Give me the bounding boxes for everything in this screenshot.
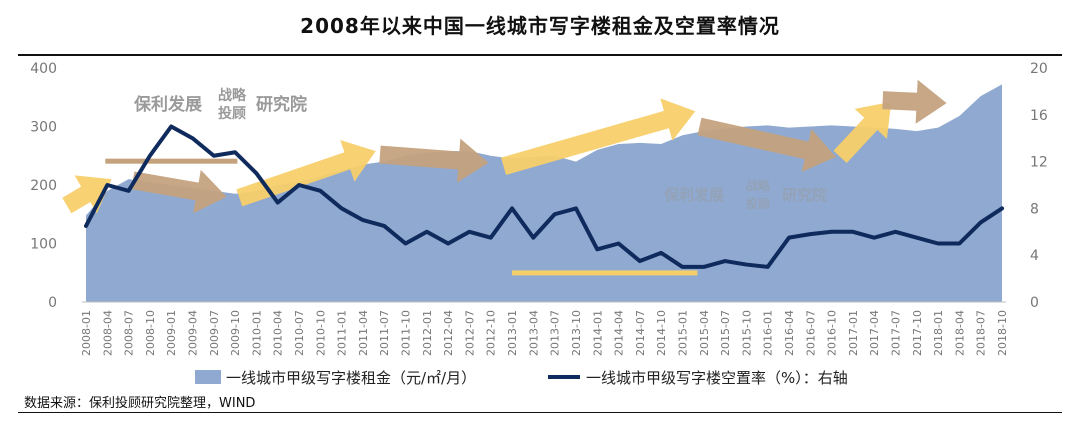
x-tick-label: 2012-10 [485, 310, 498, 356]
vacancy-line-layer [84, 124, 1004, 269]
x-tick-label: 2008-04 [101, 310, 114, 356]
watermark-part: 研究院 [782, 186, 827, 204]
legend-label-rent: 一线城市甲级写字楼租金（元/㎡/月） [226, 369, 476, 387]
trend-arrows-layer [62, 79, 947, 276]
trend-arrow [697, 117, 836, 172]
x-tick-label: 2013-01 [506, 310, 519, 356]
axes-layer: 0 100 200 300 400 0 4 8 12 16 20 2008-01 2008-04 2008… [30, 61, 1048, 356]
x-tick-label: 2014-04 [613, 310, 626, 356]
trend-arrow [882, 79, 947, 124]
y-left-tick-label: 200 [30, 178, 57, 194]
y-right-tick-label: 12 [1030, 155, 1048, 171]
trend-arrow [379, 138, 489, 183]
x-tick-label: 2018-04 [953, 310, 966, 356]
x-tick-label: 2015-04 [698, 310, 711, 356]
flat-bar [105, 158, 238, 164]
x-tick-label: 2011-07 [378, 310, 391, 356]
x-tick-label: 2011-01 [336, 310, 349, 356]
x-tick-label: 2010-10 [314, 310, 327, 356]
x-tick-label: 2009-04 [187, 310, 200, 356]
x-tick-label: 2013-04 [527, 310, 540, 356]
x-tick-label: 2017-01 [847, 310, 860, 356]
x-tick-label: 2015-01 [676, 310, 689, 356]
footer-rule [18, 412, 1062, 413]
source-note: 数据来源：保利投顾研究院整理，WIND [24, 396, 256, 411]
watermark-part: 战略 [746, 178, 771, 193]
x-tick-label: 2016-04 [783, 310, 796, 356]
watermark-part: 战略 [218, 87, 247, 104]
watermark-part: 投顾 [746, 196, 770, 211]
x-tick-label: 2018-10 [996, 310, 1009, 356]
x-tick-label: 2011-04 [357, 310, 370, 356]
x-tick-label: 2014-10 [655, 310, 668, 356]
chart-title: 2008年以来中国一线城市写字楼租金及空置率情况 [300, 14, 780, 38]
trend-arrow [833, 101, 892, 164]
legend: 一线城市甲级写字楼租金（元/㎡/月） 一线城市甲级写字楼空置率（%）：右轴 [195, 369, 848, 387]
x-tick-label: 2016-07 [804, 310, 817, 356]
x-tick-label: 2012-01 [421, 310, 434, 356]
watermark-part: 投顾 [218, 106, 246, 122]
x-tick-label: 2016-01 [762, 310, 775, 356]
y-right-tick-label: 20 [1030, 61, 1048, 77]
y-left-tick-label: 100 [30, 237, 57, 253]
trend-arrow [501, 98, 696, 175]
x-tick-label: 2008-07 [123, 310, 136, 356]
y-left-tick-label: 400 [30, 61, 57, 77]
watermark-part: 保利发展 [133, 94, 202, 115]
x-tick-label: 2013-07 [549, 310, 562, 356]
x-tick-label: 2010-01 [250, 310, 263, 356]
x-tick-label: 2014-01 [591, 310, 604, 356]
x-tick-label: 2015-07 [719, 310, 732, 356]
x-tick-label: 2009-10 [229, 310, 242, 356]
x-tick-label: 2009-07 [208, 310, 221, 356]
x-tick-label: 2010-07 [293, 310, 306, 356]
flat-bar [512, 270, 698, 276]
x-tick-label: 2018-07 [975, 310, 988, 356]
legend-swatch-rent [195, 370, 221, 384]
y-right-tick-label: 16 [1030, 108, 1048, 124]
watermark-part: 研究院 [256, 94, 307, 115]
y-right-tick-label: 4 [1030, 248, 1039, 264]
x-tick-label: 2018-01 [932, 310, 945, 356]
x-tick-label: 2016-10 [826, 310, 839, 356]
x-tick-label: 2011-10 [400, 310, 413, 356]
x-tick-label: 2012-07 [463, 310, 476, 356]
x-tick-label: 2015-10 [740, 310, 753, 356]
x-tick-label: 2009-01 [165, 310, 178, 356]
x-tick-label: 2008-01 [80, 310, 93, 356]
x-tick-label: 2017-04 [868, 310, 881, 356]
y-right-tick-label: 8 [1030, 201, 1039, 217]
trend-arrow [131, 169, 227, 214]
x-tick-label: 2013-10 [570, 310, 583, 356]
y-left-tick-label: 300 [30, 120, 57, 136]
y-left-tick-label: 0 [48, 295, 57, 311]
title-rule [18, 54, 1062, 56]
watermark-part: 保利发展 [663, 186, 724, 204]
x-tick-label: 2017-07 [889, 310, 902, 356]
x-tick-label: 2014-07 [634, 310, 647, 356]
legend-label-vacancy: 一线城市甲级写字楼空置率（%）：右轴 [586, 369, 848, 387]
x-tick-label: 2017-10 [911, 310, 924, 356]
x-tick-label: 2012-04 [442, 310, 455, 356]
x-tick-label: 2010-04 [272, 310, 285, 356]
y-right-tick-label: 0 [1030, 295, 1039, 311]
vacancy-line [84, 124, 1004, 269]
x-tick-label: 2008-10 [144, 310, 157, 356]
trend-arrow [236, 140, 376, 207]
